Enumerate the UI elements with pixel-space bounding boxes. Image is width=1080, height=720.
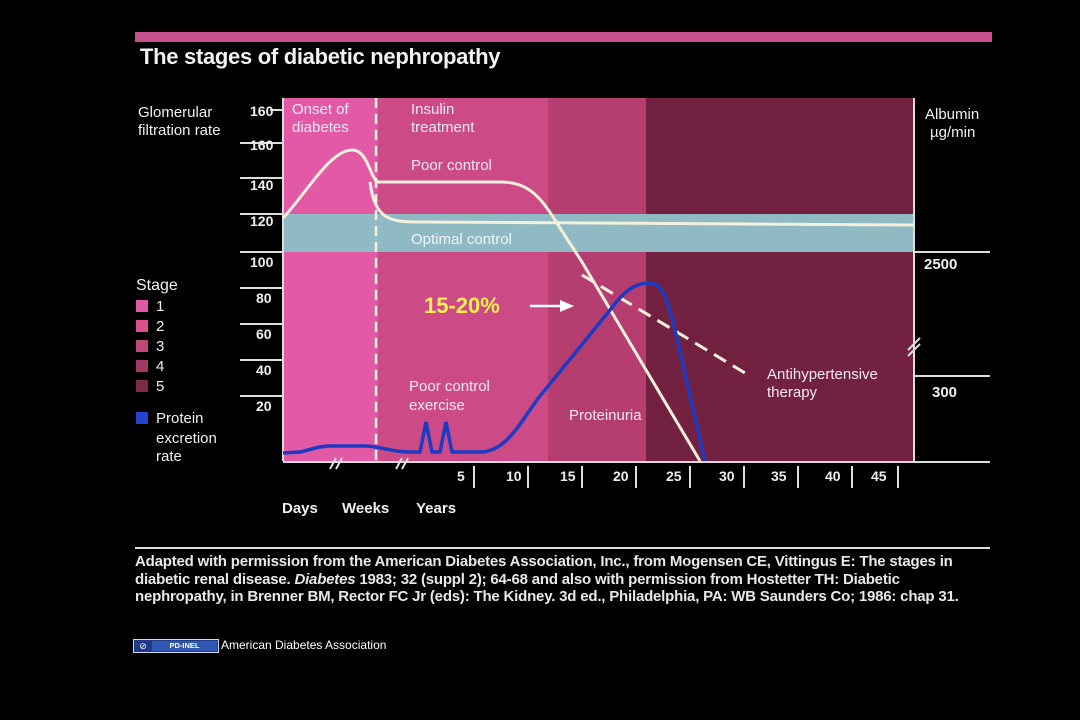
left-axis-ticks [240, 109, 283, 397]
antihypertensive-label-line2: therapy [767, 384, 818, 401]
right-tick-label: 300 [932, 384, 958, 401]
year-tick-label: 15 [560, 468, 576, 484]
citation-part2: 1983; 32 (suppl 2); 64-68 and also with … [135, 570, 959, 606]
left-tick-label: 40 [256, 362, 272, 378]
legend-stage-5: 5 [136, 377, 165, 395]
stage-4-swatch [136, 360, 148, 372]
legend-stage-4: 4 [136, 357, 165, 375]
year-tick-label: 20 [613, 468, 629, 484]
stage2-region [378, 98, 548, 461]
stage-5-swatch [136, 380, 148, 392]
left-axis-label-line1: Glomerular [138, 104, 213, 121]
left-tick-label: 80 [256, 290, 272, 306]
x-unit-days: Days [282, 500, 318, 517]
stage-2-label: 2 [156, 317, 165, 335]
left-tick-label: 120 [250, 213, 274, 229]
citation-rule [135, 547, 990, 549]
citation-journal: Diabetes [294, 570, 356, 588]
right-tick-label: 2500 [924, 256, 958, 273]
poor-control-curve [281, 148, 702, 462]
year-tick-label: 30 [719, 468, 735, 484]
year-tick-label: 45 [871, 468, 887, 484]
onset-label-line1: Onset of [292, 101, 349, 118]
legend-stage-1: 1 [136, 297, 165, 315]
stage-3-swatch [136, 340, 148, 352]
year-tick-label: 40 [825, 468, 841, 484]
insulin-label-line2: treatment [411, 119, 475, 136]
year-tick-label: 5 [457, 468, 465, 484]
stage5-region [646, 98, 914, 461]
citation-text: Adapted with permission from the America… [135, 553, 995, 606]
left-tick-label: 140 [250, 177, 274, 193]
x-unit-weeks: Weeks [342, 500, 390, 517]
antihypertensive-label-line1: Antihypertensive [767, 366, 878, 383]
x-axis-break-icons [329, 457, 409, 470]
optimal-control-band [283, 214, 914, 252]
stage-2-swatch [136, 320, 148, 332]
x-axis-ticks [473, 466, 899, 488]
left-axis-label-line2: filtration rate [138, 122, 221, 139]
insulin-label-line1: Insulin [411, 101, 455, 118]
stage1-region [283, 98, 378, 461]
left-tick-label: 20 [256, 398, 272, 414]
license-badge-text: PD-INEL [152, 641, 217, 651]
left-tick-label: 100 [250, 254, 274, 270]
right-axis-label-line1: Albumin [925, 106, 980, 123]
protein-label-line3: rate [156, 448, 182, 465]
legend-stage-2: 2 [136, 317, 165, 335]
right-axis-label-line2: µg/min [930, 124, 976, 141]
left-tick-label: 160 [250, 137, 274, 153]
year-tick-label: 10 [506, 468, 522, 484]
poor-control-exercise-label-line1: Poor control [409, 378, 490, 395]
stage-1-label: 1 [156, 297, 165, 315]
poor-control-label: Poor control [411, 157, 492, 174]
proteinuria-label: Proteinuria [569, 407, 642, 424]
stage-3-label: 3 [156, 337, 165, 355]
legend-title: Stage [136, 277, 178, 294]
x-unit-years: Years [416, 500, 457, 517]
left-tick-label: 60 [256, 326, 272, 342]
stage-1-swatch [136, 300, 148, 312]
protein-excretion-curve [282, 281, 707, 462]
public-domain-icon: ⊘ [139, 641, 147, 651]
slide-title: The stages of diabetic nephropathy [140, 44, 501, 69]
optimal-control-label: Optimal control [411, 231, 512, 248]
stage3-region [548, 98, 646, 461]
onset-label-line2: diabetes [292, 119, 349, 136]
antihypertensive-curve [581, 273, 751, 378]
license-badge[interactable]: ⊘ PD-INEL [133, 639, 219, 653]
stage-5-label: 5 [156, 377, 165, 395]
legend-protein: Protein [136, 409, 204, 427]
title-accent-bar [135, 32, 992, 42]
left-tick-label: 160 [250, 103, 274, 119]
poor-control-exercise-label-line2: exercise [409, 397, 465, 414]
protein-label-line2: excretion [156, 430, 217, 447]
protein-label-line1: Protein [156, 409, 204, 427]
credit-text: American Diabetes Association [221, 638, 387, 652]
right-axis-break-icon [907, 337, 921, 357]
legend-stage-3: 3 [136, 337, 165, 355]
protein-swatch [136, 412, 148, 424]
citation-part1: Adapted with permission from the America… [135, 553, 953, 588]
stage-4-label: 4 [156, 357, 165, 375]
year-tick-label: 35 [771, 468, 787, 484]
year-tick-label: 25 [666, 468, 682, 484]
percent-annotation: 15-20% [424, 293, 500, 318]
annotation-arrow-icon [530, 300, 574, 312]
optimal-control-curve [368, 181, 915, 227]
